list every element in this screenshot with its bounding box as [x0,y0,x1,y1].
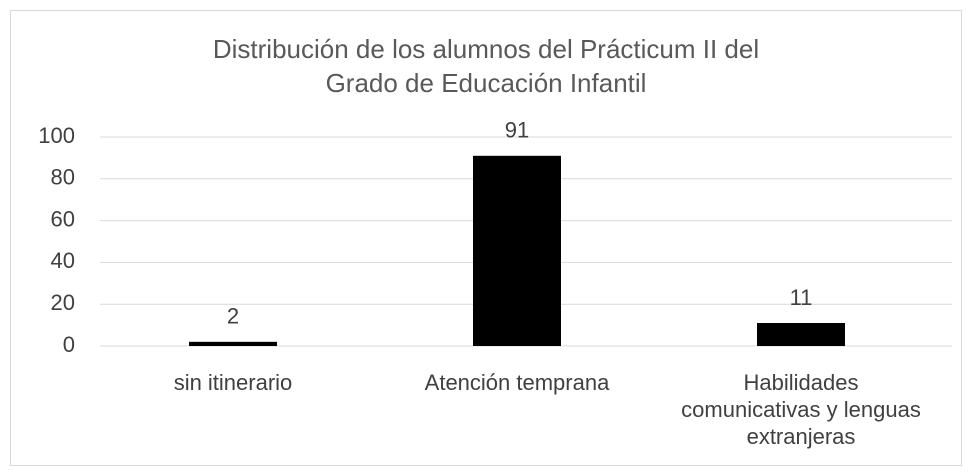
data-label: 91 [505,118,529,143]
data-label: 2 [227,304,239,329]
bar [473,155,561,346]
y-tick-label: 60 [51,206,75,231]
x-tick-label: sin itinerario [173,370,293,395]
data-label: 11 [790,285,813,310]
x-tick-label: Habilidades comunicativas y lenguas extr… [681,370,921,449]
x-tick-label: Atención temprana [424,370,610,395]
y-tick-label: 40 [51,248,75,273]
y-tick-label: 0 [63,332,75,357]
bar [189,341,277,346]
y-tick-label: 80 [51,165,75,190]
chart-title: Distribución de los alumnos del Prácticu… [212,34,760,98]
y-tick-label: 20 [51,290,75,315]
bar [757,323,845,346]
y-tick-label: 100 [38,123,75,148]
